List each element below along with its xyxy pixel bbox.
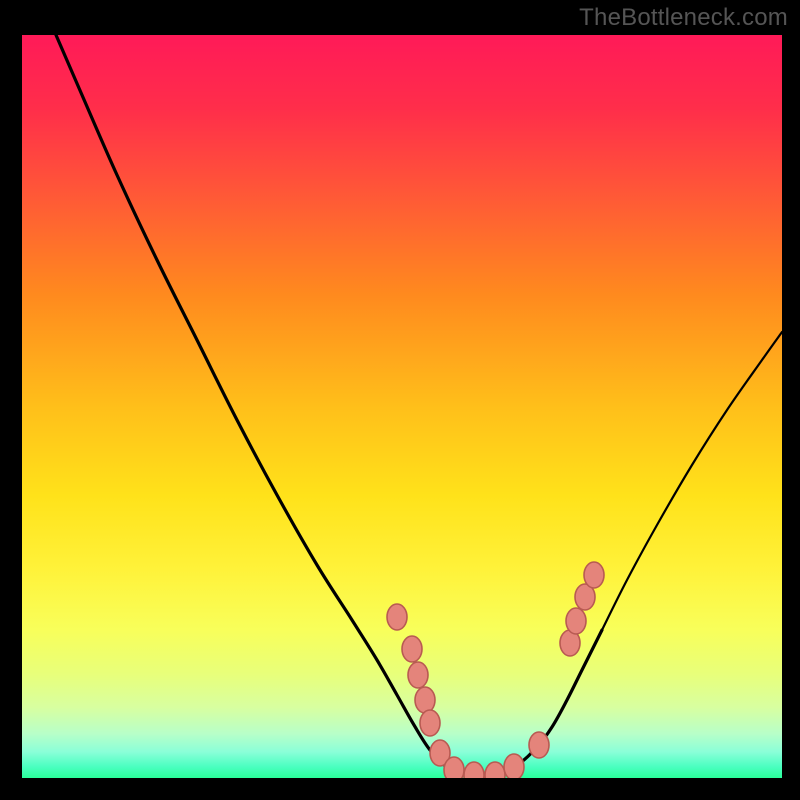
bottleneck-curve-main	[56, 35, 602, 776]
data-marker	[415, 687, 435, 713]
data-marker	[387, 604, 407, 630]
data-marker	[402, 636, 422, 662]
plot-area	[22, 35, 782, 778]
data-marker	[420, 710, 440, 736]
data-marker	[584, 562, 604, 588]
data-marker	[504, 754, 524, 778]
curve-layer	[22, 35, 782, 778]
chart-frame: TheBottleneck.com	[0, 0, 800, 800]
data-marker	[444, 757, 464, 778]
data-marker	[529, 732, 549, 758]
data-marker	[464, 762, 484, 778]
data-marker	[566, 608, 586, 634]
watermark-text: TheBottleneck.com	[579, 4, 788, 32]
data-marker	[408, 662, 428, 688]
data-marker	[485, 762, 505, 778]
bottleneck-curve-tail	[602, 332, 782, 630]
